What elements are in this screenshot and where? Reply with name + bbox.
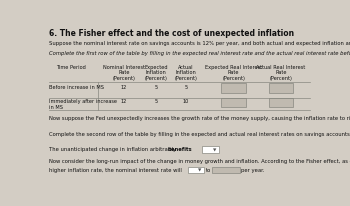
Text: 12: 12 <box>121 99 127 104</box>
Text: Time Period: Time Period <box>56 64 86 69</box>
Text: per year.: per year. <box>241 167 265 172</box>
Text: 5: 5 <box>155 99 158 104</box>
Text: Complete the first row of the table by filling in the expected real interest rat: Complete the first row of the table by f… <box>49 51 350 56</box>
Text: to: to <box>206 167 211 172</box>
Text: Before increase in MS: Before increase in MS <box>49 84 104 89</box>
Text: higher inflation rate, the nominal interest rate will: higher inflation rate, the nominal inter… <box>49 167 182 172</box>
FancyBboxPatch shape <box>188 167 204 173</box>
Text: 5: 5 <box>155 84 158 89</box>
FancyBboxPatch shape <box>269 84 293 93</box>
Text: benefits: benefits <box>167 146 192 152</box>
FancyBboxPatch shape <box>221 84 246 93</box>
Text: ▼: ▼ <box>198 168 202 172</box>
FancyBboxPatch shape <box>221 98 246 107</box>
Text: ▼: ▼ <box>212 147 216 151</box>
Text: Now consider the long-run impact of the change in money growth and inflation. Ac: Now consider the long-run impact of the … <box>49 158 350 163</box>
Text: Suppose the nominal interest rate on savings accounts is 12% per year, and both : Suppose the nominal interest rate on sav… <box>49 41 350 46</box>
FancyBboxPatch shape <box>212 167 240 173</box>
FancyBboxPatch shape <box>269 98 293 107</box>
Text: 10: 10 <box>183 99 189 104</box>
Text: Nominal Interest
Rate
(Percent): Nominal Interest Rate (Percent) <box>103 64 145 81</box>
Text: 6. The Fisher effect and the cost of unexpected inflation: 6. The Fisher effect and the cost of une… <box>49 29 294 38</box>
Text: Actual
Inflation
(Percent): Actual Inflation (Percent) <box>175 64 198 81</box>
Text: Actual Real Interest
Rate
(Percent): Actual Real Interest Rate (Percent) <box>257 64 306 81</box>
Text: Expected
Inflation
(Percent): Expected Inflation (Percent) <box>145 64 168 81</box>
Text: Complete the second row of the table by filling in the expected and actual real : Complete the second row of the table by … <box>49 131 350 136</box>
Text: Expected Real Interest
Rate
(Percent): Expected Real Interest Rate (Percent) <box>205 64 262 81</box>
FancyBboxPatch shape <box>202 146 219 153</box>
Text: 5: 5 <box>184 84 188 89</box>
Text: Immediately after increase
in MS: Immediately after increase in MS <box>49 99 117 109</box>
Text: 12: 12 <box>121 84 127 89</box>
Text: Now suppose the Fed unexpectedly increases the growth rate of the money supply, : Now suppose the Fed unexpectedly increas… <box>49 116 350 121</box>
Text: The unanticipated change in inflation arbitrarily: The unanticipated change in inflation ar… <box>49 146 178 152</box>
